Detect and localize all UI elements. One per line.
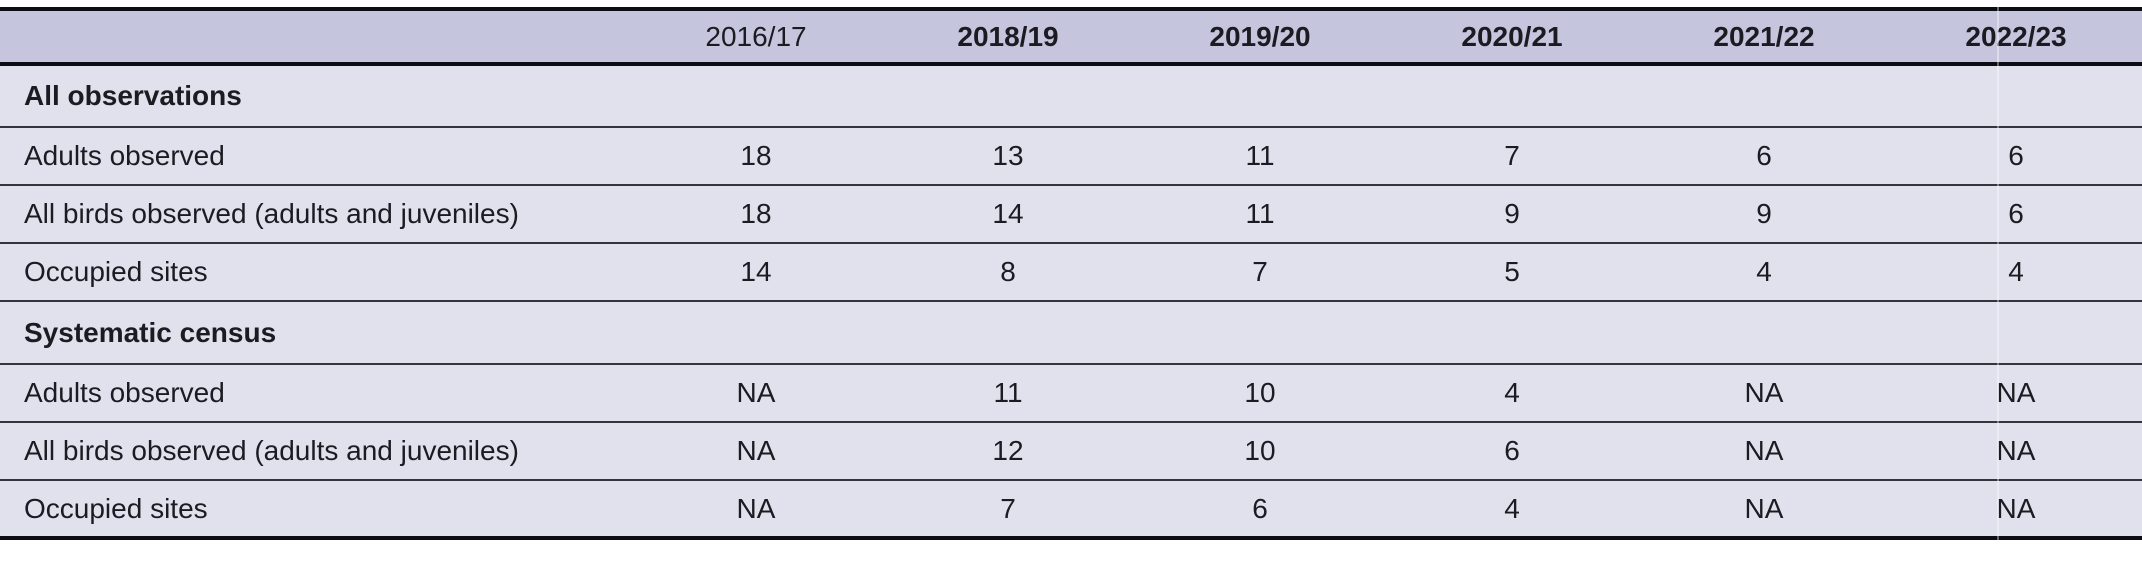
value-cell: NA	[1638, 363, 1890, 422]
value-cell: 6	[1638, 126, 1890, 185]
value-cell: 6	[1386, 421, 1638, 480]
table-row: Occupied sites NA 7 6 4 NA NA	[0, 479, 2142, 538]
section-row: Systematic census	[0, 300, 2142, 364]
table-row: Adults observed 18 13 11 7 6 6	[0, 126, 2142, 185]
value-cell: 11	[1134, 126, 1386, 185]
value-cell: 6	[1134, 479, 1386, 538]
value-cell: 4	[1890, 242, 2142, 301]
value-cell: 9	[1638, 184, 1890, 243]
column-header-year: 2021/22	[1638, 9, 1890, 66]
column-header-year: 2020/21	[1386, 9, 1638, 66]
value-cell: NA	[630, 363, 882, 422]
row-label: Adults observed	[0, 126, 630, 185]
value-cell: 8	[882, 242, 1134, 301]
row-label: Adults observed	[0, 363, 630, 422]
bird-observations-table: 2016/17 2018/19 2019/20 2020/21 2021/22 2022/…	[0, 7, 2142, 540]
value-cell: NA	[1638, 421, 1890, 480]
value-cell: 7	[882, 479, 1134, 538]
table-row: All birds observed (adults and juveniles…	[0, 421, 2142, 480]
section-title: Systematic census	[0, 300, 2142, 364]
value-cell: 4	[1386, 479, 1638, 538]
value-cell: 6	[1890, 126, 2142, 185]
section-title: All observations	[0, 64, 2142, 127]
value-cell: 10	[1134, 421, 1386, 480]
value-cell: 12	[882, 421, 1134, 480]
column-header-year: 2022/23	[1890, 9, 2142, 66]
value-cell: NA	[1890, 421, 2142, 480]
value-cell: NA	[630, 479, 882, 538]
value-cell: NA	[1890, 363, 2142, 422]
value-cell: 7	[1134, 242, 1386, 301]
column-header-year: 2018/19	[882, 9, 1134, 66]
value-cell: NA	[630, 421, 882, 480]
section-row: All observations	[0, 64, 2142, 127]
value-cell: 9	[1386, 184, 1638, 243]
value-cell: 6	[1890, 184, 2142, 243]
row-label: All birds observed (adults and juveniles…	[0, 421, 630, 480]
row-label: All birds observed (adults and juveniles…	[0, 184, 630, 243]
column-header-year: 2019/20	[1134, 9, 1386, 66]
table-row: Occupied sites 14 8 7 5 4 4	[0, 242, 2142, 301]
value-cell: 18	[630, 126, 882, 185]
table-body: All observations Adults observed 18 13 11 7 6 6…	[0, 64, 2142, 538]
column-header-year: 2016/17	[630, 9, 882, 66]
value-cell: 13	[882, 126, 1134, 185]
corner-cell	[0, 9, 630, 66]
value-cell: 14	[882, 184, 1134, 243]
value-cell: 18	[630, 184, 882, 243]
value-cell: 11	[882, 363, 1134, 422]
value-cell: 5	[1386, 242, 1638, 301]
value-cell: NA	[1890, 479, 2142, 538]
table-row: Adults observed NA 11 10 4 NA NA	[0, 363, 2142, 422]
value-cell: 10	[1134, 363, 1386, 422]
header-row: 2016/17 2018/19 2019/20 2020/21 2021/22 2022/…	[0, 9, 2142, 66]
table-row: All birds observed (adults and juveniles…	[0, 184, 2142, 243]
value-cell: 11	[1134, 184, 1386, 243]
row-label: Occupied sites	[0, 479, 630, 538]
value-cell: 14	[630, 242, 882, 301]
value-cell: 4	[1638, 242, 1890, 301]
table-header: 2016/17 2018/19 2019/20 2020/21 2021/22 2022/…	[0, 9, 2142, 66]
value-cell: 7	[1386, 126, 1638, 185]
value-cell: 4	[1386, 363, 1638, 422]
value-cell: NA	[1638, 479, 1890, 538]
row-label: Occupied sites	[0, 242, 630, 301]
